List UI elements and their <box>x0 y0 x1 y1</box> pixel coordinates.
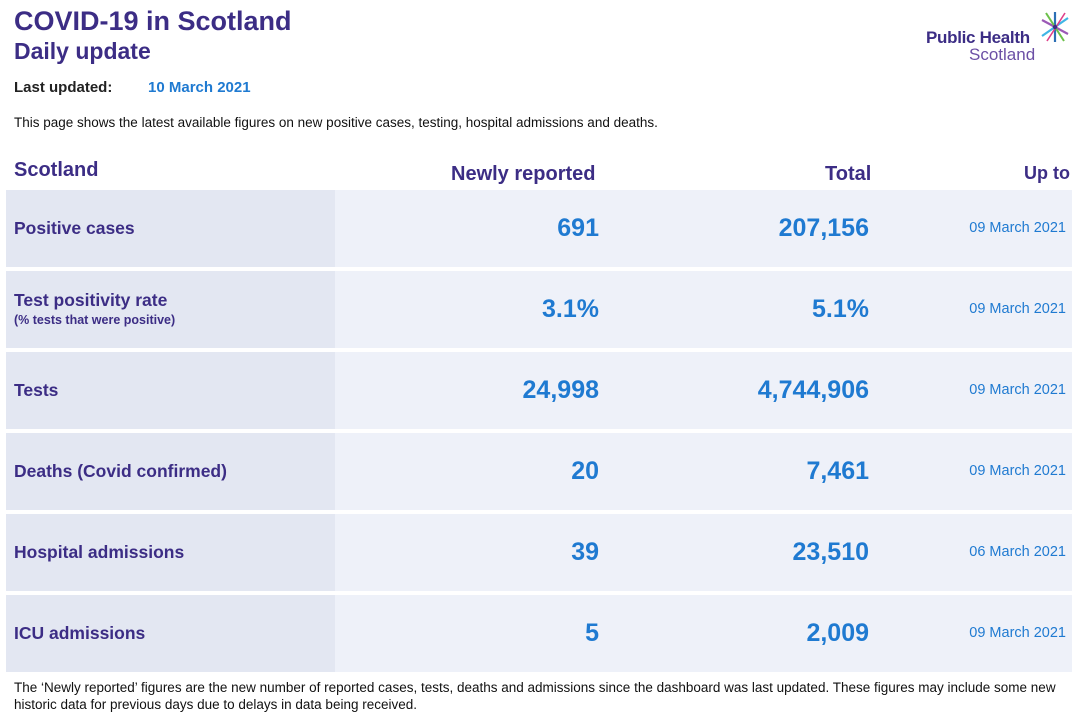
page-title: COVID-19 in Scotland <box>14 6 292 36</box>
up-to-date: 09 March 2021 <box>969 463 1066 479</box>
total-value: 7,461 <box>806 457 869 485</box>
row-label: Tests <box>14 380 59 400</box>
row-label: Test positivity rate <box>14 290 168 310</box>
table-row: Positive cases 691 207,156 09 March 2021 <box>6 190 1072 267</box>
up-to-date: 09 March 2021 <box>969 301 1066 317</box>
column-header-up-to: Up to <box>1024 163 1070 183</box>
intro-text: This page shows the latest available fig… <box>14 115 658 130</box>
column-header-region: Scotland <box>14 159 99 181</box>
total-value: 5.1% <box>812 295 869 323</box>
up-to-date: 09 March 2021 <box>969 382 1066 398</box>
row-label-cell <box>6 514 335 591</box>
logo-star-icon <box>1041 12 1069 42</box>
row-label-cell <box>6 433 335 510</box>
table-row: Deaths (Covid confirmed) 20 7,461 09 Mar… <box>6 433 1072 510</box>
row-label-cell <box>6 190 335 267</box>
row-label-cell <box>6 271 335 348</box>
last-updated-date: 10 March 2021 <box>148 79 251 96</box>
row-sublabel: (% tests that were positive) <box>14 313 176 327</box>
column-header-newly-reported: Newly reported <box>451 163 596 185</box>
page-subtitle: Daily update <box>14 38 151 64</box>
row-label-cell <box>6 595 335 672</box>
row-label-cell <box>6 352 335 429</box>
row-label: Deaths (Covid confirmed) <box>14 461 227 481</box>
last-updated-label: Last updated: <box>14 79 113 96</box>
up-to-date: 09 March 2021 <box>969 625 1066 641</box>
table-row: Tests 24,998 4,744,906 09 March 2021 <box>6 352 1072 429</box>
table-row: Test positivity rate (% tests that were … <box>6 271 1072 348</box>
total-value: 4,744,906 <box>757 376 869 404</box>
newly-reported-value: 24,998 <box>522 376 599 404</box>
up-to-date: 06 March 2021 <box>969 544 1066 560</box>
up-to-date: 09 March 2021 <box>969 220 1066 236</box>
column-header-total: Total <box>825 163 872 185</box>
total-value: 207,156 <box>778 214 869 242</box>
newly-reported-value: 39 <box>571 538 599 566</box>
row-label: ICU admissions <box>14 623 146 643</box>
public-health-scotland-logo: Public Health Scotland <box>926 10 1072 66</box>
table-row: Hospital admissions 39 23,510 06 March 2… <box>6 514 1072 591</box>
newly-reported-value: 20 <box>571 457 599 485</box>
footnote: The ‘Newly reported’ figures are the new… <box>14 680 1056 712</box>
newly-reported-value: 5 <box>585 619 599 647</box>
newly-reported-value: 691 <box>557 214 599 242</box>
logo-text-line2: Scotland <box>969 45 1036 64</box>
total-value: 23,510 <box>792 538 869 566</box>
table-row: ICU admissions 5 2,009 09 March 2021 <box>6 595 1072 672</box>
logo-text-line1: Public Health <box>926 28 1030 47</box>
row-label: Positive cases <box>14 218 135 238</box>
total-value: 2,009 <box>806 619 869 647</box>
newly-reported-value: 3.1% <box>542 295 599 323</box>
row-label: Hospital admissions <box>14 542 185 562</box>
